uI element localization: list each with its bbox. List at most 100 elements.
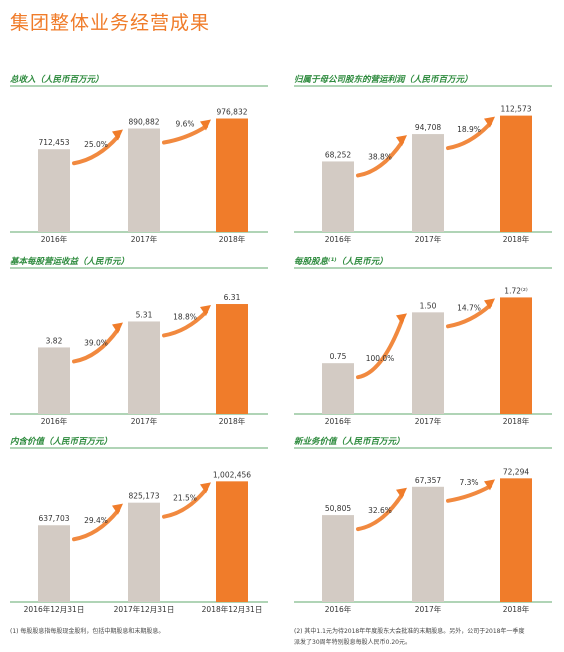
category-label-3: 2018年 (219, 416, 246, 426)
category-label-1: 2016年 (325, 234, 352, 244)
growth-arrow-1 (356, 318, 404, 380)
bar-3 (500, 115, 532, 232)
category-label-2: 2017年12月31日 (114, 604, 175, 614)
value-label-1: 637,703 (38, 514, 69, 523)
growth-arrow-head-2 (200, 482, 211, 494)
category-label-2: 2017年 (415, 416, 442, 426)
value-label-3: 1.72⁽²⁾ (504, 286, 528, 295)
category-label-3: 2018年 (503, 234, 530, 244)
category-label-3: 2018年 (503, 604, 530, 614)
value-label-3: 1,002,456 (213, 470, 251, 479)
chart-title: 归属于母公司股东的营运利润（人民币百万元） (294, 74, 473, 85)
growth-arrow-head-2 (484, 298, 495, 310)
growth-arrow-2 (446, 303, 492, 329)
growth-label-2: 14.7% (457, 303, 481, 312)
growth-arrow-2 (162, 310, 208, 338)
chart-title: 内含价值（人民币百万元） (10, 436, 112, 447)
value-label-2: 825,173 (128, 492, 159, 501)
value-label-3: 72,294 (503, 467, 529, 476)
chart-title: 总收入（人民币百万元） (10, 74, 104, 85)
footnote-1: (1) 每股股息指每股现金股利，包括中期股息和末期股息。 (10, 628, 165, 635)
category-label-2: 2017年 (131, 416, 158, 426)
value-label-1: 68,252 (325, 150, 351, 159)
category-label-2: 2017年 (415, 604, 442, 614)
growth-label-2: 18.8% (173, 312, 197, 321)
value-label-2: 1.50 (420, 301, 437, 310)
growth-arrow-head-2 (200, 119, 211, 131)
chart-title: 每股股息⁽¹⁾（人民币元） (294, 256, 388, 267)
value-label-1: 50,805 (325, 504, 351, 513)
category-label-1: 2016年 (325, 416, 352, 426)
chart-title: 基本每股营运收益（人民币元） (10, 256, 129, 267)
growth-arrow-2 (162, 124, 208, 145)
chart-new-business-value: 新业务价值（人民币百万元） 50,805 2016年 67,357 2017年 72,29… (294, 436, 552, 614)
growth-label-1: 38.8% (368, 152, 392, 161)
growth-arrow-head-1 (396, 135, 407, 147)
growth-arrow-2 (446, 121, 492, 151)
chart-total-revenue: 总收入（人民币百万元） 712,453 2016年 890,882 2017年 976,8… (10, 74, 268, 244)
value-label-2: 5.31 (136, 310, 153, 319)
bar-2 (412, 486, 444, 602)
category-label-1: 2016年 (41, 416, 68, 426)
growth-label-2: 18.9% (457, 125, 481, 134)
bar-1 (322, 363, 354, 414)
growth-label-2: 21.5% (173, 494, 197, 503)
category-label-1: 2016年 (41, 234, 68, 244)
category-label-1: 2016年 (325, 604, 352, 614)
growth-arrow-head-2 (200, 305, 211, 317)
growth-arrow-head-2 (484, 116, 495, 128)
bar-1 (322, 515, 354, 602)
bar-1 (38, 347, 70, 414)
value-label-1: 3.82 (46, 336, 63, 345)
growth-arrow-1 (72, 134, 120, 166)
growth-arrow-2 (162, 487, 208, 519)
growth-label-2: 7.3% (459, 478, 478, 487)
footnote-2-cont: 派发了30周年特别股息每股人民币0.20元。 (294, 639, 411, 646)
panel-operating-profit: 归属于母公司股东的营运利润（人民币百万元） 68,252 2016年 94,708 20… (294, 74, 554, 246)
growth-label-1: 100.0% (366, 354, 395, 363)
chart-operating-profit: 归属于母公司股东的营运利润（人民币百万元） 68,252 2016年 94,708 20… (294, 74, 552, 244)
value-label-2: 94,708 (415, 123, 441, 132)
growth-arrow-head-1 (112, 322, 123, 334)
value-label-2: 890,882 (128, 117, 159, 126)
growth-label-1: 39.0% (84, 338, 108, 347)
growth-arrow-2 (446, 484, 492, 503)
category-label-3: 2018年12月31日 (202, 604, 263, 614)
value-label-1: 712,453 (38, 138, 69, 147)
panel-basic-eps: 基本每股营运收益（人民币元） 3.82 2016年 5.31 2017年 6.31 2018… (10, 256, 270, 428)
bar-3 (216, 481, 248, 602)
growth-label-1: 25.0% (84, 140, 108, 149)
bar-1 (322, 161, 354, 232)
growth-arrow-head-1 (112, 129, 123, 141)
page-title: 集团整体业务经营成果 (10, 12, 211, 34)
growth-label-2: 9.6% (175, 119, 194, 128)
bar-2 (128, 321, 160, 414)
panel-dividend-per-share: 每股股息⁽¹⁾（人民币元） 0.75 2016年 1.50 2017年 1.72⁽²⁾ 20… (294, 256, 554, 428)
growth-arrow-1 (356, 492, 404, 532)
category-label-1: 2016年12月31日 (24, 604, 85, 614)
value-label-3: 976,832 (216, 108, 247, 117)
footnote-2: (2) 其中1.1元为待2018年年度股东大会批准的末期股息。另外，公司于201… (294, 628, 525, 635)
category-label-2: 2017年 (131, 234, 158, 244)
growth-arrow-1 (356, 140, 404, 178)
chart-title: 新业务价值（人民币百万元） (294, 436, 405, 447)
bar-2 (128, 502, 160, 602)
value-label-3: 112,573 (500, 105, 531, 114)
bar-2 (128, 128, 160, 232)
bar-3 (216, 304, 248, 414)
growth-arrow-1 (72, 508, 120, 542)
chart-embedded-value: 内含价值（人民币百万元） 637,703 2016年12月31日 825,173 201… (10, 436, 268, 614)
growth-arrow-head-2 (484, 479, 495, 491)
category-label-3: 2018年 (503, 416, 530, 426)
bar-2 (412, 312, 444, 414)
panel-new-business-value: 新业务价值（人民币百万元） 50,805 2016年 67,357 2017年 72,29… (294, 436, 554, 614)
category-label-3: 2018年 (219, 234, 246, 244)
value-label-1: 0.75 (330, 352, 347, 361)
panel-embedded-value: 内含价值（人民币百万元） 637,703 2016年12月31日 825,173 201… (10, 436, 270, 614)
growth-arrow-head-1 (112, 503, 123, 515)
bar-2 (412, 134, 444, 232)
panel-total-revenue: 总收入（人民币百万元） 712,453 2016年 890,882 2017年 976,8… (10, 74, 270, 246)
growth-arrow-1 (72, 327, 120, 364)
growth-label-1: 29.4% (84, 516, 108, 525)
value-label-2: 67,357 (415, 476, 441, 485)
